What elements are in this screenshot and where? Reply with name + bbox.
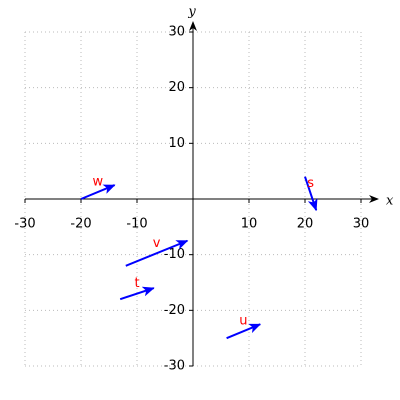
vector-label: v <box>153 236 161 251</box>
y-tick-label: 30 <box>168 25 185 40</box>
x-tick-label: 20 <box>297 217 314 232</box>
vector <box>80 184 116 200</box>
axes <box>24 21 379 367</box>
y-tick-label: -10 <box>164 247 185 262</box>
y-tick-label: 20 <box>168 80 185 95</box>
x-tick-label: -30 <box>14 217 35 232</box>
y-tick-label: -30 <box>164 359 185 374</box>
vector <box>125 239 189 267</box>
y-tick-label: 10 <box>168 136 185 151</box>
x-tick-label: -10 <box>126 217 147 232</box>
y-tick-label: -20 <box>164 303 185 318</box>
vector-label: t <box>134 276 139 291</box>
x-axis-label: x <box>386 194 394 209</box>
vector-label: w <box>92 175 103 190</box>
x-tick-label: 10 <box>241 217 258 232</box>
vector <box>304 176 318 212</box>
vector-label: u <box>239 314 247 329</box>
y-axis-label: y <box>187 5 196 20</box>
x-tick-label: -20 <box>70 217 91 232</box>
vector <box>226 323 262 340</box>
vector <box>119 286 155 301</box>
vector-label: s <box>307 176 314 191</box>
x-tick-label: 30 <box>353 217 370 232</box>
